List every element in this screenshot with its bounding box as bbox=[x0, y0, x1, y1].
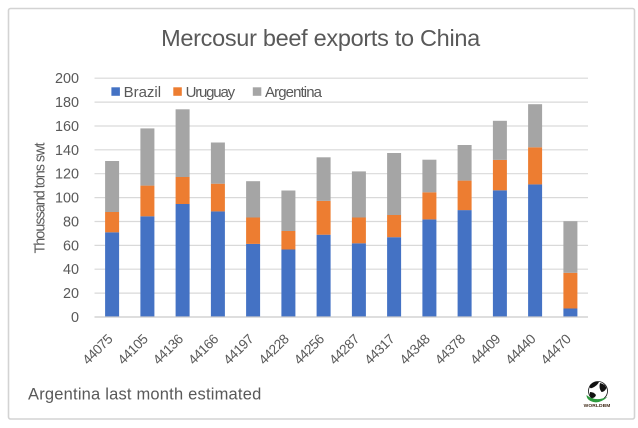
svg-text:20: 20 bbox=[63, 286, 79, 302]
svg-text:40: 40 bbox=[63, 262, 79, 278]
svg-text:0: 0 bbox=[71, 310, 79, 326]
svg-text:100: 100 bbox=[55, 191, 79, 207]
svg-text:180: 180 bbox=[55, 95, 79, 111]
svg-text:140: 140 bbox=[55, 143, 79, 159]
svg-text:160: 160 bbox=[55, 119, 79, 135]
svg-text:Uruguay: Uruguay bbox=[186, 84, 236, 101]
svg-text:Thoussand tons swt: Thoussand tons swt bbox=[33, 143, 49, 254]
svg-text:Argentina: Argentina bbox=[265, 84, 323, 101]
svg-text:Brazil: Brazil bbox=[124, 84, 162, 101]
svg-text:200: 200 bbox=[55, 71, 79, 87]
svg-text:60: 60 bbox=[63, 238, 79, 254]
svg-text:WORLDBM: WORLDBM bbox=[584, 403, 611, 409]
svg-text:Argentina last month estimated: Argentina last month estimated bbox=[28, 386, 261, 404]
svg-text:Mercosur beef exports to China: Mercosur beef exports to China bbox=[161, 25, 481, 51]
svg-text:80: 80 bbox=[63, 215, 79, 231]
svg-text:120: 120 bbox=[55, 167, 79, 183]
